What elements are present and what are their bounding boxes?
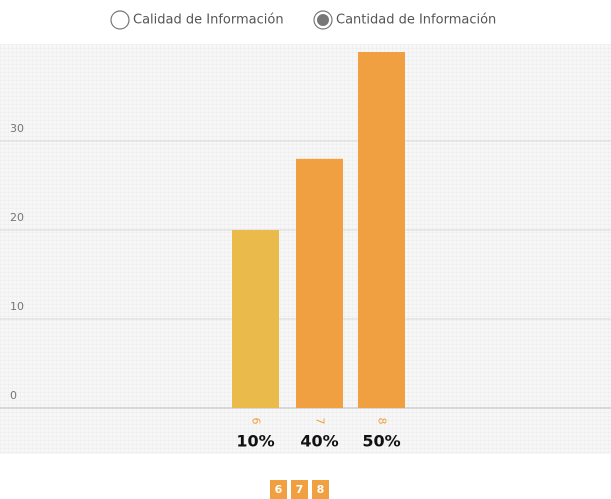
page-label[interactable]: 8 bbox=[317, 483, 325, 496]
share-label: 40% bbox=[300, 432, 338, 451]
bar bbox=[296, 158, 343, 408]
y-tick-label: 0 bbox=[10, 389, 17, 402]
radio-label[interactable]: Cantidad de Información bbox=[336, 13, 496, 28]
radio-button[interactable] bbox=[110, 10, 130, 30]
x-tick-label: 8 bbox=[376, 418, 389, 425]
share-label: 10% bbox=[236, 432, 274, 451]
y-tick-label: 10 bbox=[10, 300, 24, 313]
radio-label[interactable]: Calidad de Información bbox=[133, 13, 284, 28]
share-label: 50% bbox=[362, 432, 400, 451]
y-tick-label: 20 bbox=[10, 211, 24, 224]
radio-dot bbox=[317, 14, 329, 26]
x-tick-label: 7 bbox=[314, 418, 327, 425]
page-button[interactable] bbox=[291, 480, 308, 499]
page-button[interactable] bbox=[270, 480, 287, 499]
page-label[interactable]: 6 bbox=[275, 483, 283, 496]
page-button[interactable] bbox=[312, 480, 329, 499]
bar bbox=[232, 230, 279, 408]
bar bbox=[358, 52, 405, 408]
x-tick-label: 6 bbox=[250, 418, 263, 425]
y-tick-label: 30 bbox=[10, 122, 24, 135]
page-label[interactable]: 7 bbox=[296, 483, 304, 496]
